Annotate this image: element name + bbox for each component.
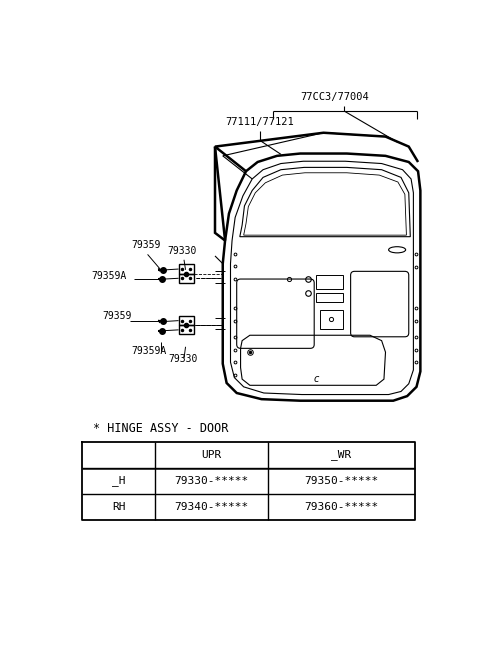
- Text: 79359: 79359: [103, 311, 132, 321]
- Text: 79330: 79330: [168, 354, 198, 364]
- Bar: [179, 264, 194, 274]
- Text: UPR: UPR: [202, 450, 222, 460]
- Text: 79340-*****: 79340-*****: [174, 502, 249, 512]
- Bar: [179, 274, 194, 283]
- Text: _H: _H: [112, 475, 125, 486]
- Text: RH: RH: [112, 502, 125, 512]
- Bar: [320, 310, 343, 329]
- Text: _WR: _WR: [331, 449, 351, 461]
- Bar: [179, 325, 194, 334]
- Text: 79330-*****: 79330-*****: [174, 476, 249, 486]
- Text: 79359: 79359: [132, 240, 161, 250]
- Bar: [179, 316, 194, 325]
- Text: 79359A: 79359A: [91, 271, 126, 281]
- Text: 79330: 79330: [167, 246, 196, 256]
- Text: c: c: [313, 374, 318, 384]
- Text: 77111/77121: 77111/77121: [226, 117, 294, 127]
- Text: * HINGE ASSY - DOOR: * HINGE ASSY - DOOR: [93, 422, 228, 434]
- Text: 79359A: 79359A: [132, 346, 167, 357]
- Text: 79360-*****: 79360-*****: [304, 502, 378, 512]
- Text: 79350-*****: 79350-*****: [304, 476, 378, 486]
- Bar: [316, 293, 343, 302]
- Bar: [316, 275, 343, 289]
- Text: 77CC3/77004: 77CC3/77004: [301, 93, 370, 102]
